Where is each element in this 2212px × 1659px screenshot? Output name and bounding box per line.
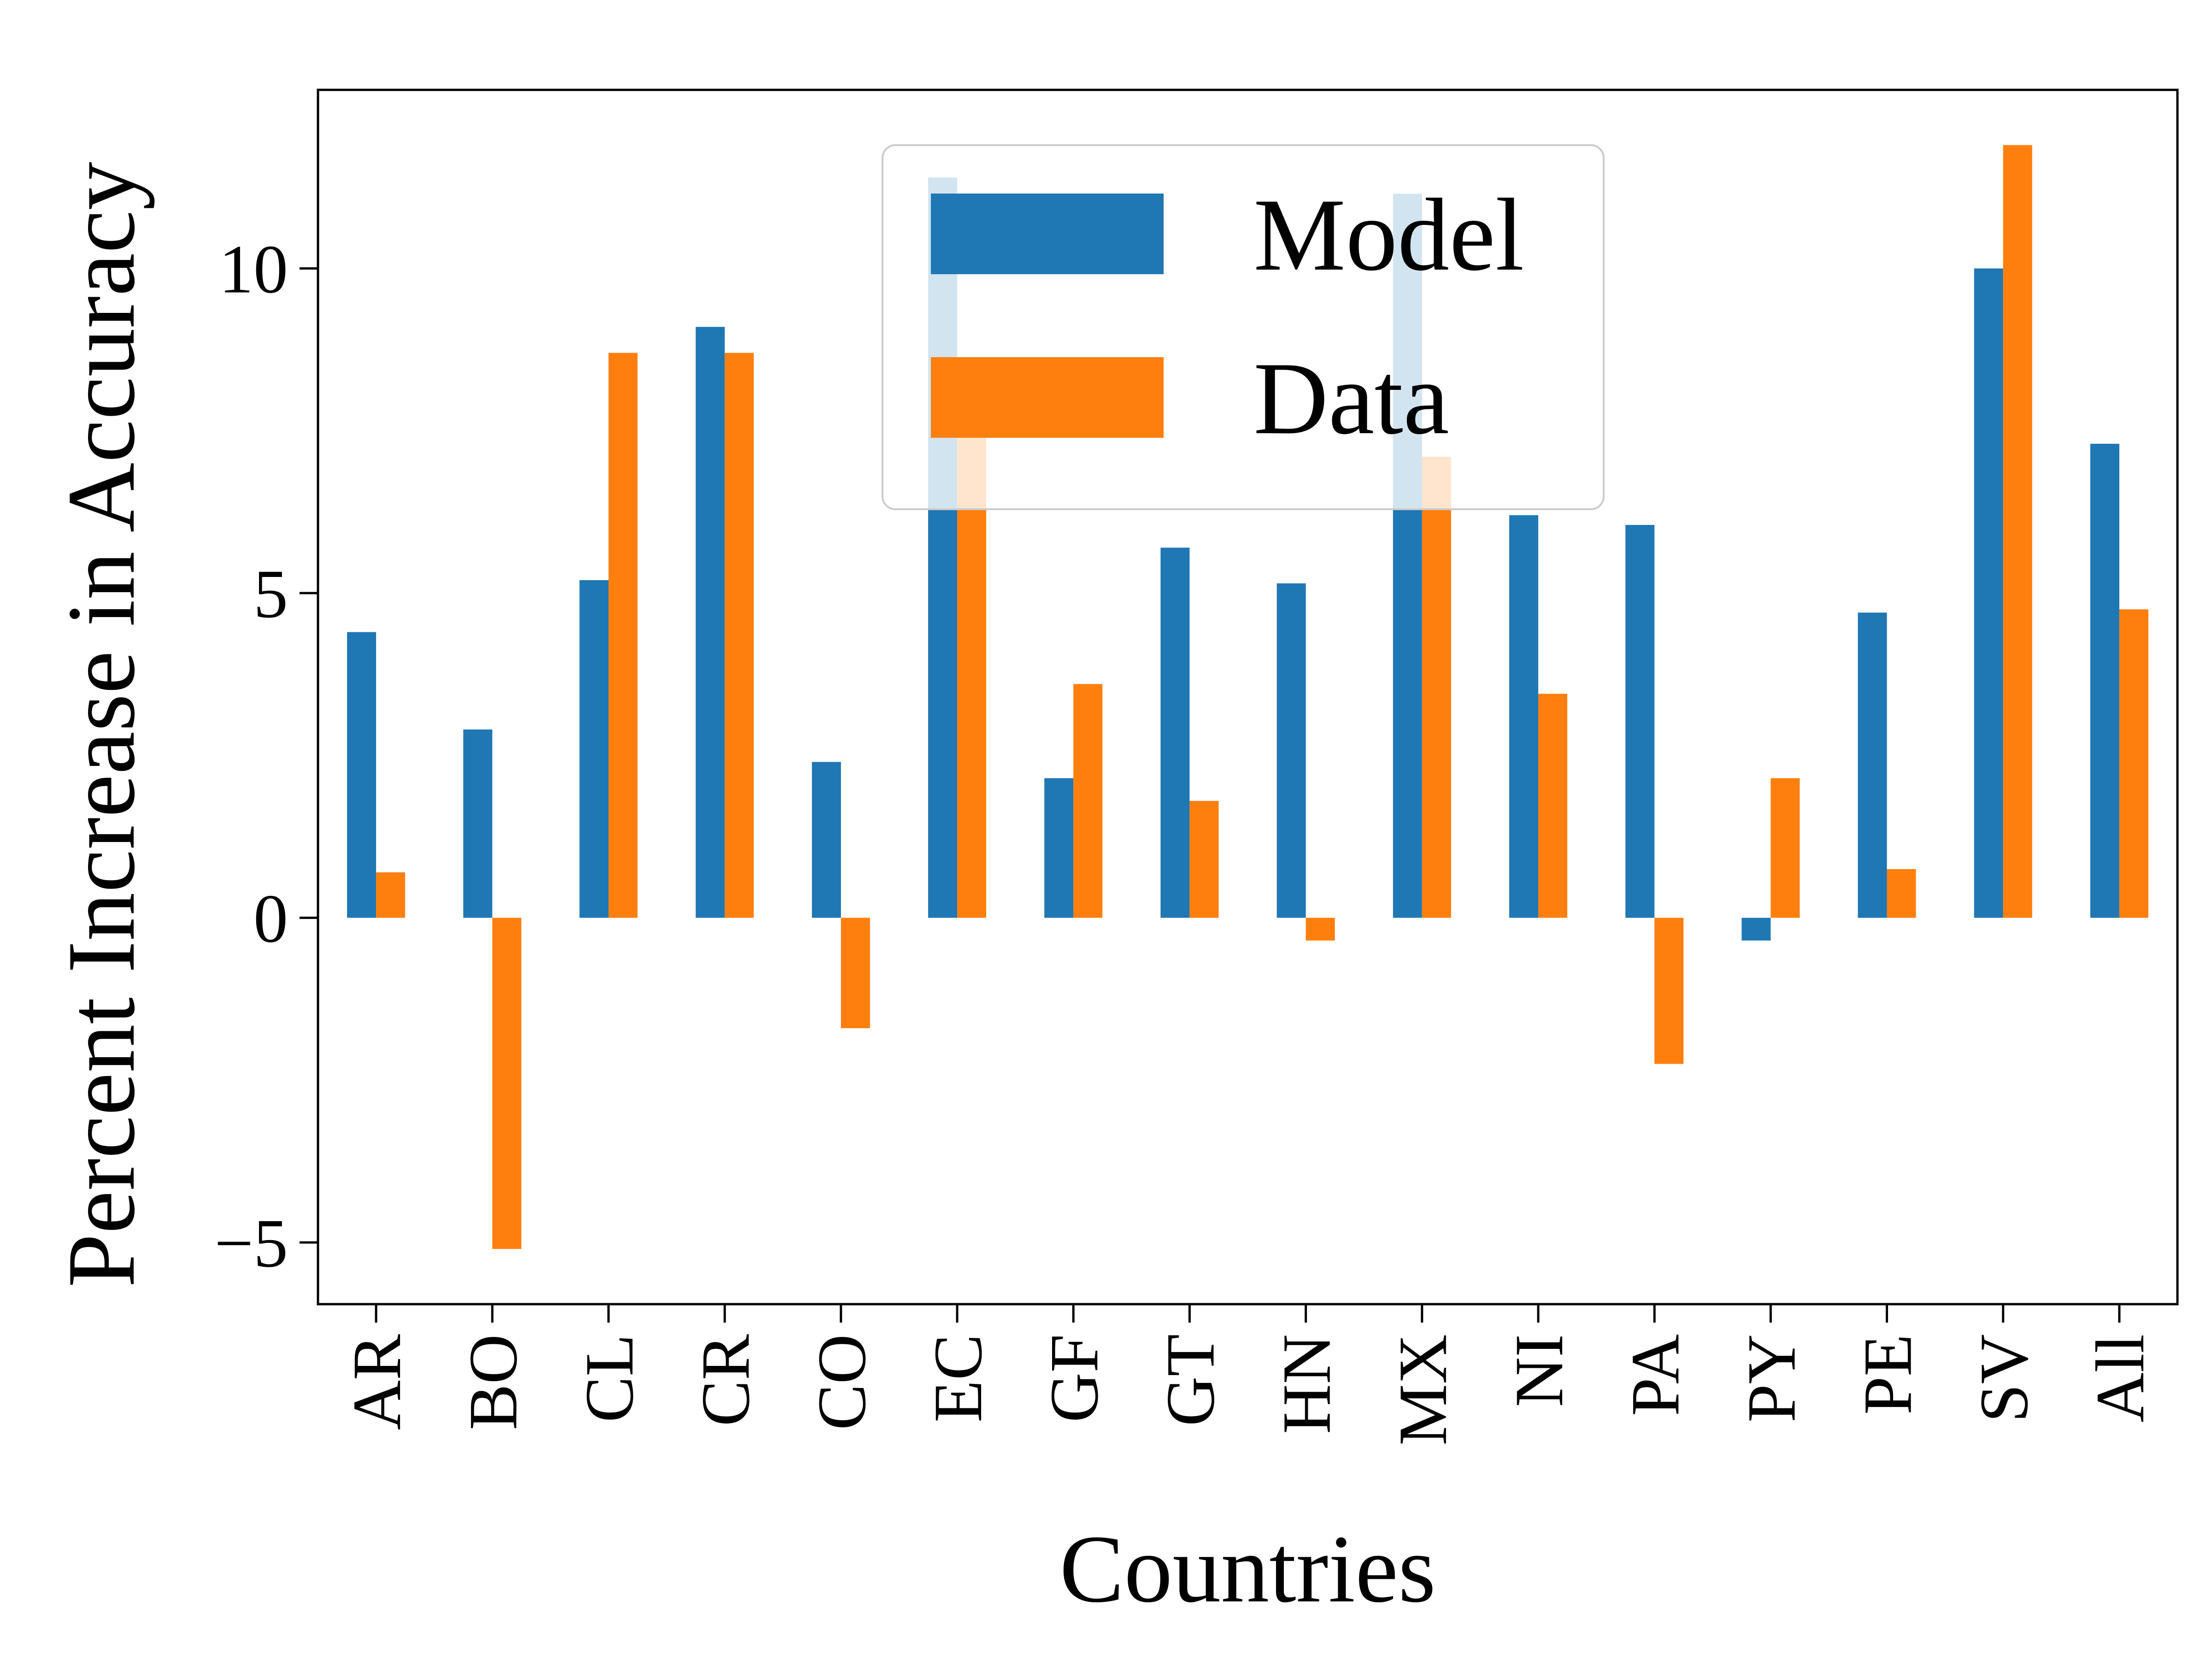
x-axis: AR BO CL CR CO EC GF GT HN MX NI PA PY PE SV All (339, 1304, 2159, 1446)
legend-label-data: Data (1253, 341, 1449, 456)
bar-data-co (841, 918, 870, 1029)
bar-model-ni (1509, 515, 1538, 918)
bars-layer (347, 145, 2148, 1249)
bar-model-all (2090, 443, 2119, 918)
bar-model-pa (1625, 525, 1655, 918)
bar-data-cr (724, 353, 754, 918)
x-tick-label: AR (339, 1334, 415, 1430)
bar-data-ar (376, 872, 406, 918)
x-tick-label: BO (455, 1334, 531, 1430)
bar-data-pe (1887, 869, 1916, 918)
x-tick-label: CO (804, 1334, 880, 1430)
bar-data-bo (492, 918, 522, 1249)
x-axis-label: Countries (1059, 1516, 1436, 1623)
bar-data-pa (1654, 918, 1684, 1064)
x-tick-label: SV (1966, 1334, 2042, 1423)
bar-model-bo (463, 729, 493, 918)
bar-data-gf (1073, 684, 1103, 918)
x-tick-label: CR (688, 1334, 764, 1426)
bar-data-hn (1306, 918, 1335, 941)
bar-data-sv (2003, 145, 2032, 918)
bar-data-ec (957, 437, 987, 918)
bar-data-gt (1189, 800, 1219, 918)
legend: Model Data (882, 144, 1605, 510)
bar-model-gt (1160, 547, 1190, 918)
y-axis-label: Percent Increase in Accuracy (48, 162, 155, 1288)
x-tick-label: HN (1269, 1334, 1345, 1434)
legend-label-model: Model (1253, 177, 1524, 292)
bar-model-ar (347, 632, 377, 918)
x-tick-label: NI (1501, 1334, 1577, 1407)
x-tick-label: GF (1036, 1334, 1112, 1423)
x-tick-label: PA (1617, 1334, 1694, 1416)
y-tick-label: 10 (219, 231, 288, 308)
x-tick-label: GT (1152, 1334, 1229, 1426)
x-tick-label: All (2082, 1334, 2159, 1423)
bar-model-co (812, 762, 841, 918)
bar-data-ni (1538, 694, 1567, 918)
y-axis: −5 0 5 10 (214, 231, 318, 1282)
legend-swatch-data (931, 357, 1164, 438)
bar-model-cr (695, 327, 725, 918)
bar-data-cl (608, 353, 638, 918)
x-tick-label: EC (920, 1334, 996, 1423)
y-tick-label: 0 (253, 881, 288, 957)
bar-model-pe (1858, 612, 1887, 918)
x-tick-label: PY (1733, 1334, 1810, 1423)
bar-model-hn (1277, 583, 1306, 918)
x-tick-label: PE (1850, 1334, 1926, 1415)
bar-model-cl (579, 580, 609, 918)
y-tick-label: −5 (214, 1205, 288, 1282)
x-tick-label: MX (1385, 1334, 1461, 1446)
bar-model-gf (1044, 778, 1074, 918)
bar-data-all (2119, 609, 2148, 918)
bar-model-sv (1974, 268, 2003, 918)
bar-data-mx (1422, 457, 1451, 918)
bar-data-py (1771, 778, 1800, 918)
x-tick-label: CL (571, 1334, 647, 1423)
legend-swatch-model (931, 194, 1164, 274)
bar-model-py (1741, 918, 1771, 941)
y-tick-label: 5 (253, 556, 288, 632)
plot-frame (317, 88, 2179, 1306)
